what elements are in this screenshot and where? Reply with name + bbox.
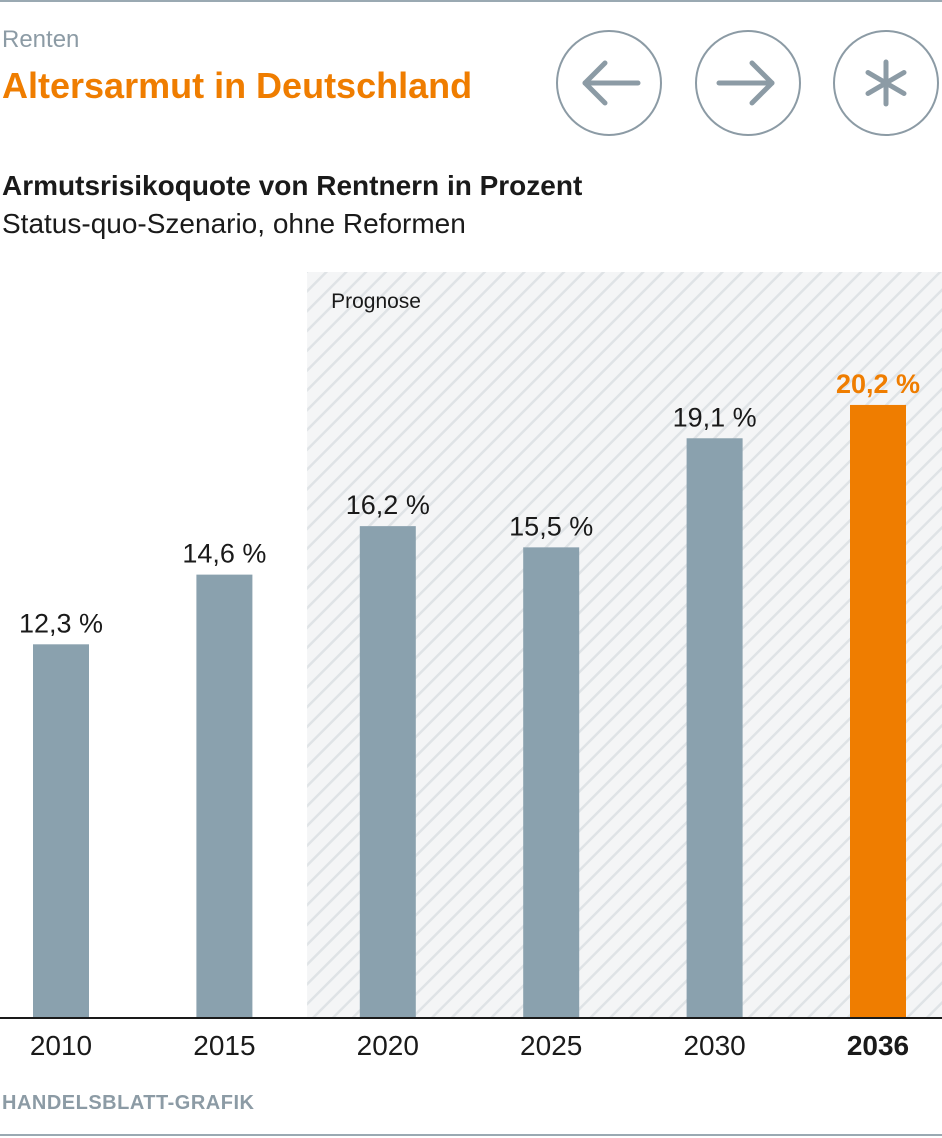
- bar-2036: [850, 404, 906, 1017]
- top-rule: [0, 0, 942, 2]
- x-tick-label-2020: 2020: [357, 1030, 419, 1061]
- value-label-2036: 20,2 %: [836, 369, 920, 399]
- source-credit: HANDELSBLATT-GRAFIK: [2, 1092, 255, 1114]
- bar-2015: [196, 574, 253, 1017]
- chart-subtitle: Status-quo-Szenario, ohne Reformen: [2, 208, 466, 239]
- asterisk-icon: [865, 59, 907, 107]
- bookmark-button[interactable]: [833, 30, 939, 136]
- value-label-2010: 12,3 %: [19, 608, 103, 638]
- forecast-label: Prognose: [331, 290, 421, 313]
- value-label-2030: 19,1 %: [673, 402, 757, 432]
- x-tick-label-2036: 2036: [847, 1030, 909, 1061]
- value-label-2025: 15,5 %: [509, 511, 593, 541]
- bar-2025: [523, 547, 580, 1017]
- section-kicker: Renten: [2, 26, 80, 53]
- x-tick-label-2030: 2030: [683, 1030, 745, 1061]
- chart-title: Armutsrisikoquote von Rentnern in Prozen…: [2, 170, 583, 201]
- x-tick-label-2015: 2015: [193, 1030, 255, 1061]
- bar-2030: [686, 438, 743, 1017]
- bar-chart: Prognose 12,3 % 14,6 % 16,2 % 15,5 % 19,1 % 2…: [0, 272, 942, 1061]
- value-label-2015: 14,6 %: [182, 539, 266, 569]
- bottom-rule: [0, 1134, 942, 1136]
- x-tick-label-2025: 2025: [520, 1030, 582, 1061]
- forward-button[interactable]: [695, 30, 801, 136]
- bar-2020: [359, 526, 416, 1017]
- page-title: Altersarmut in Deutschland: [2, 65, 473, 106]
- back-button[interactable]: [556, 30, 662, 136]
- x-tick-label-2010: 2010: [30, 1030, 92, 1061]
- arrow-left-icon: [582, 60, 641, 106]
- bar-2010: [33, 644, 89, 1017]
- value-label-2020: 16,2 %: [346, 490, 430, 520]
- arrow-right-icon: [716, 60, 775, 106]
